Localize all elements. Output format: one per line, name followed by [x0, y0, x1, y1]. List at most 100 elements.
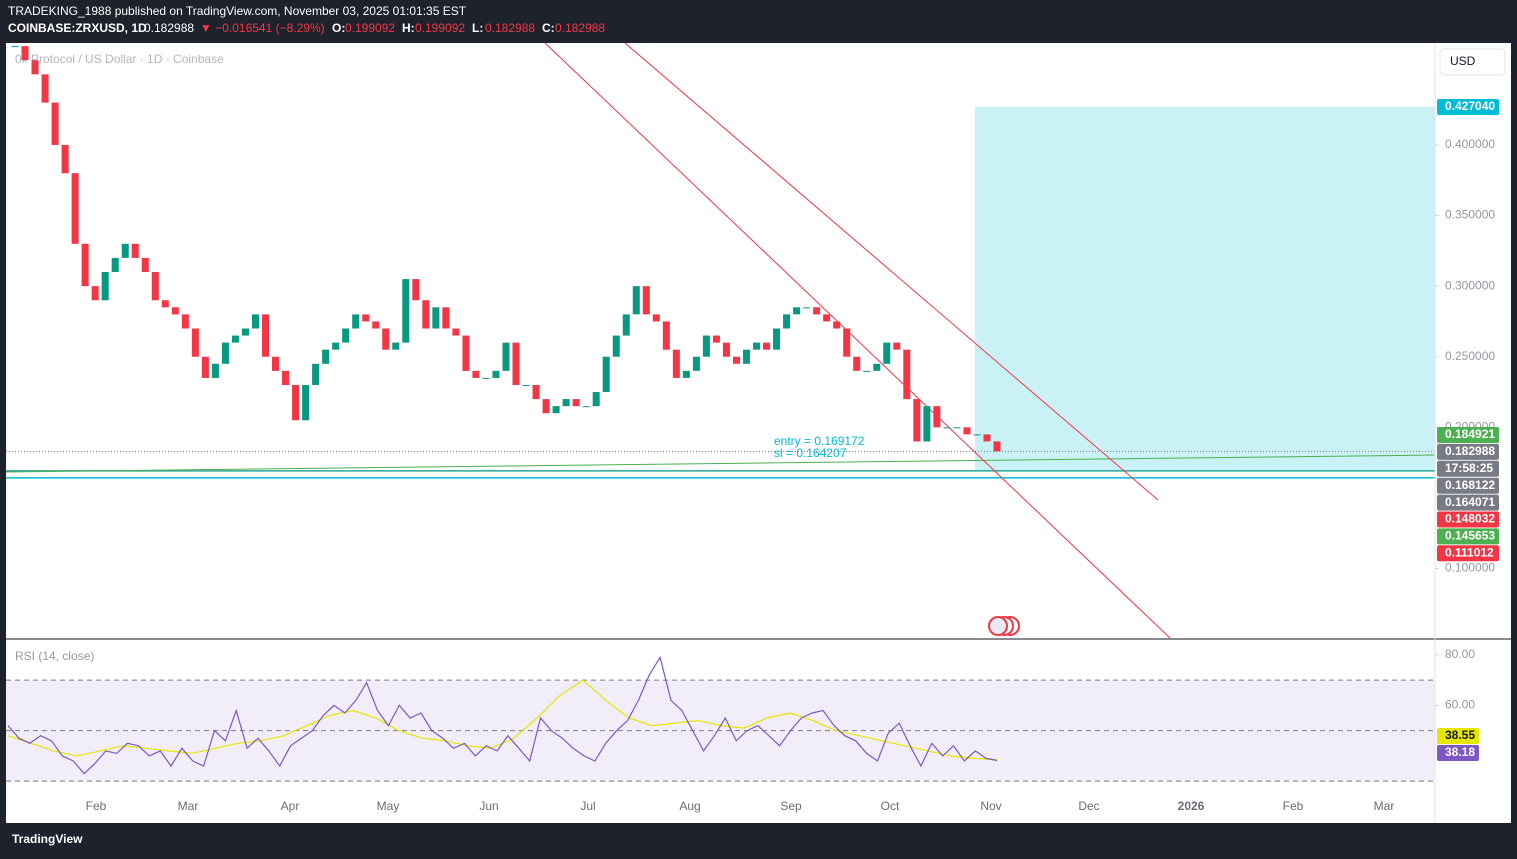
price-tag-label: 0.427040	[1445, 99, 1495, 113]
candle	[282, 370, 290, 385]
candle	[31, 60, 39, 75]
candle	[983, 434, 991, 442]
flag-icons	[988, 616, 1020, 636]
candle	[312, 363, 320, 385]
price-tag-label: 0.184921	[1445, 427, 1495, 441]
x-tick-label: Mar	[178, 799, 199, 813]
candle	[292, 384, 300, 421]
candle	[251, 314, 259, 329]
candle	[231, 335, 239, 343]
candle	[793, 307, 801, 315]
price-tag	[1437, 477, 1499, 494]
price-tag	[1437, 443, 1499, 460]
candle	[542, 399, 550, 414]
trendline	[5, 454, 1436, 473]
candle	[913, 399, 921, 442]
candle	[943, 427, 951, 429]
entry-label: entry = 0.169172	[774, 434, 865, 448]
rsi-line	[7, 655, 998, 775]
x-tick-label: Apr	[281, 799, 300, 813]
candle	[662, 321, 670, 350]
x-tick-label: Sep	[780, 799, 802, 813]
candle	[442, 307, 450, 329]
candle	[863, 370, 871, 372]
x-tick-label: Oct	[881, 799, 900, 813]
candle	[362, 314, 370, 322]
candle	[71, 173, 79, 244]
candle	[352, 314, 360, 329]
candle	[893, 342, 901, 350]
ohlc-value: 0.182988	[485, 21, 535, 35]
candle	[642, 286, 650, 315]
symbol: COINBASE:ZRXUSD, 1D	[8, 21, 147, 35]
candle	[81, 243, 89, 287]
price-tag-label: 0.148032	[1445, 512, 1495, 526]
candle	[151, 272, 159, 301]
trendline	[544, 42, 1171, 639]
candle	[712, 335, 720, 343]
ohlc-key: C:	[542, 21, 555, 35]
price-tag	[1437, 545, 1499, 562]
x-tick-label: Nov	[980, 799, 1001, 813]
currency[interactable]: USD	[1450, 54, 1476, 68]
candle	[833, 321, 841, 329]
price-tag	[1437, 99, 1499, 115]
candle	[402, 279, 410, 343]
candle	[241, 328, 249, 336]
last-price: 0.182988	[144, 21, 194, 35]
candle	[141, 257, 149, 273]
candle	[302, 384, 310, 421]
x-tick-label: Mar	[1374, 799, 1395, 813]
candle	[161, 300, 169, 308]
y-tick-label: 0.300000	[1445, 278, 1495, 292]
price-tag-label: 0.182988	[1445, 444, 1495, 458]
x-tick-label: Feb	[1283, 799, 1304, 813]
candle	[412, 279, 420, 301]
candle	[211, 363, 219, 378]
price-tag-label: 0.168122	[1445, 478, 1495, 492]
candle	[472, 370, 480, 378]
candle	[41, 74, 49, 103]
currency-button[interactable]	[1439, 48, 1506, 76]
candle	[622, 314, 630, 336]
candle	[422, 300, 430, 329]
price-tag	[1437, 511, 1499, 528]
x-tick-label: May	[377, 799, 400, 813]
candle	[462, 335, 470, 371]
rsi-tick-label: 60.00	[1445, 698, 1475, 712]
candle	[843, 328, 851, 357]
candle	[121, 243, 129, 258]
ohlc-value: 0.182988	[555, 21, 605, 35]
candle	[763, 342, 771, 350]
sl-label: sl = 0.164207	[774, 446, 847, 460]
candle	[262, 314, 270, 357]
candle	[823, 314, 831, 322]
candle	[803, 307, 811, 309]
candle	[783, 314, 791, 329]
candle	[923, 406, 931, 442]
candle	[432, 307, 440, 329]
candle	[973, 434, 981, 436]
trendline	[624, 42, 1159, 501]
price-tag-label: 0.164071	[1445, 495, 1495, 509]
y-tick-label: 0.350000	[1445, 208, 1495, 222]
candle	[702, 335, 710, 357]
rsi-tag	[1437, 728, 1479, 744]
candle	[101, 272, 109, 301]
candle	[532, 384, 540, 400]
legend: 0x Protocol / US Dollar · 1D · Coinbase	[15, 52, 224, 66]
candle	[382, 328, 390, 350]
price-tag-label: 17:58:25	[1445, 461, 1493, 475]
candle	[392, 342, 400, 350]
candle	[672, 349, 680, 378]
candle	[482, 377, 490, 379]
candle	[993, 441, 1001, 452]
candle	[753, 342, 761, 350]
candle	[592, 392, 600, 407]
candle	[332, 342, 340, 350]
candle	[322, 349, 330, 364]
candle	[512, 342, 520, 385]
